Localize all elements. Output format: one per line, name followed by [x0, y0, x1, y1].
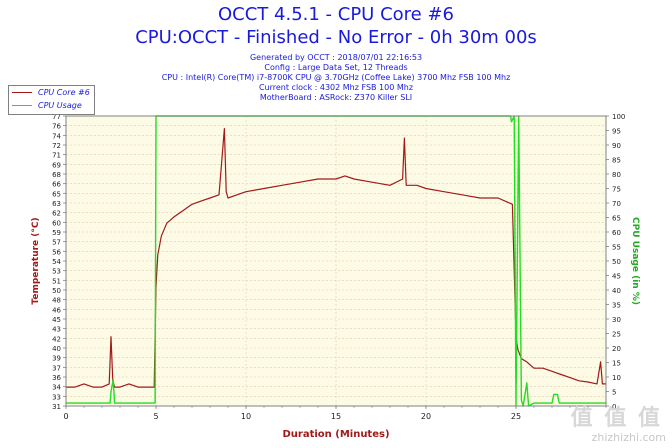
y-tick-label: 48	[52, 297, 61, 305]
legend-label-cpu-core-6: CPU Core #6	[38, 88, 90, 97]
y2-tick-label: 15	[612, 360, 621, 368]
y2-tick-label: 65	[612, 215, 621, 223]
y-tick-label: 34	[52, 384, 61, 392]
y2-tick-label: 30	[612, 316, 621, 324]
chart-subtitle: CPU:OCCT - Finished - No Error - 0h 30m …	[135, 27, 537, 48]
y-tick-label: 60	[52, 219, 61, 227]
legend-swatch-cpu-usage	[12, 105, 32, 106]
y2-tick-label: 45	[612, 273, 621, 281]
y-tick-label: 56	[52, 248, 61, 256]
y2-tick-label: 60	[612, 229, 621, 237]
legend-swatch-cpu-core-6	[12, 92, 32, 93]
y-tick-label: 54	[52, 258, 61, 266]
y-tick-label: 57	[52, 239, 61, 247]
y-tick-label: 71	[52, 152, 61, 160]
info-cpu: CPU : Intel(R) Core(TM) i7-8700K CPU @ 3…	[161, 73, 511, 82]
watermark-logo: 值 值 值	[570, 406, 662, 431]
y-tick-label: 50	[52, 287, 61, 295]
y2-tick-label: 25	[612, 331, 621, 339]
info-motherboard: MotherBoard : ASRock: Z370 Killer SLI	[259, 93, 413, 102]
legend: CPU Core #6 CPU Usage	[8, 85, 95, 115]
x-tick-label: 25	[511, 412, 521, 421]
y-tick-label: 68	[52, 171, 61, 179]
y2-tick-label: 20	[612, 345, 621, 353]
y-axis-label: Temperature (°C)	[31, 217, 41, 304]
legend-item-cpu-core-6: CPU Core #6	[12, 87, 90, 99]
y2-tick-label: 85	[612, 157, 621, 165]
y-tick-label: 74	[52, 132, 61, 140]
y2-tick-label: 70	[612, 200, 621, 208]
x-tick-label: 15	[331, 412, 341, 421]
y-tick-label: 33	[52, 393, 61, 401]
y2-axis-label: CPU Usage (in %)	[630, 217, 640, 305]
y2-tick-label: 95	[612, 128, 621, 136]
x-axis-ticks: 0 5 10 15 20 25	[63, 406, 607, 421]
x-tick-label: 10	[241, 412, 251, 421]
x-tick-label: 20	[421, 412, 431, 421]
info-clock: Current clock : 4302 Mhz FSB 100 Mhz	[258, 83, 414, 92]
x-tick-label: 0	[63, 412, 68, 421]
y-tick-label: 66	[52, 181, 61, 189]
y-tick-label: 39	[52, 355, 61, 363]
y-tick-label: 63	[52, 200, 61, 208]
info-generated: Generated by OCCT : 2018/07/01 22:16:53	[249, 53, 423, 62]
y2-tick-label: 75	[612, 186, 621, 194]
y-tick-label: 42	[52, 335, 61, 343]
y-tick-label: 77	[52, 113, 61, 121]
y-tick-label: 53	[52, 268, 61, 276]
y2-tick-label: 55	[612, 244, 621, 252]
y2-axis-ticks: 0 5 10 15 20 25 30 35 40 45 50 55 60 65 70 75 80 85 90 95 10…	[606, 113, 625, 411]
y-tick-label: 62	[52, 210, 61, 218]
series-line-cpu-core-6	[66, 128, 606, 388]
y2-tick-label: 90	[612, 142, 621, 150]
y-tick-label: 72	[52, 142, 61, 150]
y2-tick-label: 5	[612, 389, 616, 397]
y-tick-label: 51	[52, 277, 61, 285]
legend-label-cpu-usage: CPU Usage	[38, 101, 82, 110]
plot-frame	[65, 115, 607, 407]
y2-tick-label: 35	[612, 302, 621, 310]
y-tick-label: 46	[52, 306, 61, 314]
y-tick-label: 45	[52, 316, 61, 324]
y-tick-label: 76	[52, 123, 61, 131]
info-config: Config : Large Data Set, 12 Threads	[264, 63, 408, 72]
y-tick-label: 65	[52, 190, 61, 198]
x-axis-label: Duration (Minutes)	[282, 429, 389, 440]
y2-tick-label: 50	[612, 258, 621, 266]
chart-title: OCCT 4.5.1 - CPU Core #6	[218, 4, 454, 25]
y2-tick-label: 40	[612, 287, 621, 295]
y-tick-label: 43	[52, 326, 61, 334]
y2-tick-label: 10	[612, 374, 621, 382]
y-tick-label: 31	[52, 403, 61, 411]
y-tick-label: 69	[52, 161, 61, 169]
watermark-site: zhizhizhi.com	[591, 431, 666, 444]
y2-tick-label: 0	[612, 403, 616, 411]
legend-item-cpu-usage: CPU Usage	[12, 100, 82, 112]
y2-tick-label: 100	[612, 113, 625, 121]
y-tick-label: 40	[52, 345, 61, 353]
y-tick-label: 37	[52, 364, 61, 372]
x-tick-label: 5	[153, 412, 158, 421]
y-tick-label: 36	[52, 374, 61, 382]
y2-tick-label: 80	[612, 171, 621, 179]
y-tick-label: 59	[52, 229, 61, 237]
